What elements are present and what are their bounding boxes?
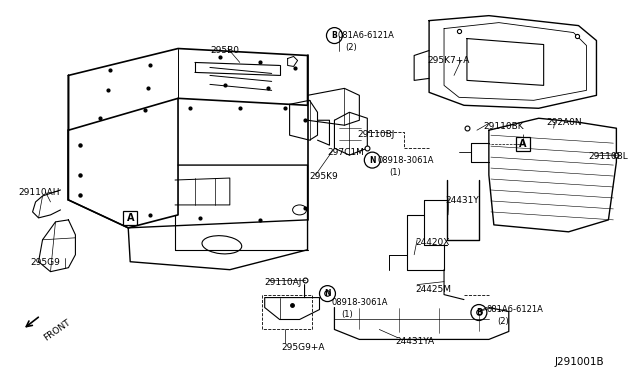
Text: 24431Y: 24431Y: [445, 196, 479, 205]
Text: 08918-3061A: 08918-3061A: [332, 298, 388, 307]
Text: 295K7+A: 295K7+A: [427, 57, 470, 65]
Text: B: B: [476, 308, 482, 317]
Text: 081A6-6121A: 081A6-6121A: [337, 31, 394, 39]
Bar: [124, 211, 137, 225]
Text: 081A6-6121A: 081A6-6121A: [487, 305, 544, 314]
Text: 292A0N: 292A0N: [547, 118, 582, 127]
Text: A: A: [519, 139, 527, 149]
Text: J291001B: J291001B: [555, 357, 604, 368]
Text: 29110AJ: 29110AJ: [265, 278, 302, 287]
Text: (2): (2): [497, 317, 509, 326]
Text: 295B0: 295B0: [210, 45, 239, 55]
Text: 295G9+A: 295G9+A: [282, 343, 325, 352]
Text: N: N: [324, 289, 331, 298]
Text: (1): (1): [389, 168, 401, 177]
Text: 297C1M: 297C1M: [328, 148, 364, 157]
Text: 29110BL: 29110BL: [589, 152, 628, 161]
Text: 29110BK: 29110BK: [483, 122, 524, 131]
Text: N: N: [369, 155, 376, 164]
Text: A: A: [127, 213, 134, 223]
Text: 29110BJ: 29110BJ: [357, 130, 395, 139]
Text: 08918-3061A: 08918-3061A: [378, 156, 434, 165]
Text: (1): (1): [341, 310, 353, 318]
Text: B: B: [332, 31, 337, 40]
Text: 24420X: 24420X: [415, 238, 449, 247]
Text: 29110AH: 29110AH: [19, 188, 60, 197]
Text: FRONT: FRONT: [42, 318, 73, 342]
Text: 24431YA: 24431YA: [396, 337, 435, 346]
Text: 295K9: 295K9: [310, 172, 339, 181]
Text: 295G9: 295G9: [31, 258, 60, 267]
Text: (2): (2): [346, 42, 357, 52]
Text: 24425M: 24425M: [415, 285, 451, 294]
Bar: [516, 137, 530, 151]
